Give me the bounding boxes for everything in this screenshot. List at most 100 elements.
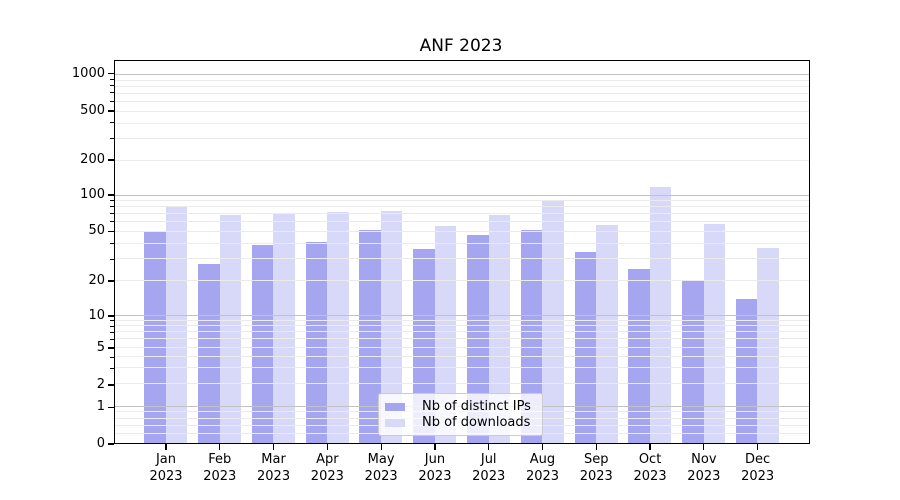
x-tick-label: Apr 2023 <box>295 452 359 485</box>
y-tick <box>107 315 114 317</box>
x-tick-label-year: 2023 <box>579 468 613 484</box>
y-minor-tick <box>110 110 114 112</box>
bar-distinct-ips-sep <box>574 252 597 443</box>
y-tick-label: 20 <box>88 272 105 288</box>
x-tick <box>541 444 544 450</box>
x-tick <box>703 444 705 450</box>
bar-downloads-may <box>380 210 403 443</box>
y-minor-tick <box>110 325 114 327</box>
bar-downloads-mar <box>273 213 295 443</box>
x-tick <box>326 444 328 450</box>
x-tick <box>488 444 490 450</box>
y-tick-label: 2 <box>96 377 105 393</box>
bar-downloads-apr <box>327 212 349 443</box>
x-tick-label-month: May <box>367 452 395 467</box>
x-tick-label-year: 2023 <box>525 468 560 484</box>
y-minor-tick <box>110 347 114 349</box>
y-minor-tick <box>110 368 114 370</box>
x-tick-label-month: Sep <box>584 452 609 467</box>
x-tick-label-year: 2023 <box>203 468 237 484</box>
bar-distinct-ips-oct <box>628 268 650 443</box>
x-tick-label-year: 2023 <box>687 468 721 484</box>
y-minor-tick <box>110 78 114 80</box>
y-tick <box>107 406 114 409</box>
legend-swatch-downloads <box>385 419 405 427</box>
x-tick-label-month: Jun <box>424 452 446 467</box>
y-minor-tick <box>110 221 114 223</box>
bars-layer <box>115 61 809 443</box>
x-tick-label-year: 2023 <box>741 468 775 484</box>
x-tick-label-month: Feb <box>208 452 232 467</box>
x-tick <box>219 444 221 450</box>
legend-label-distinct-ips: Nb of distinct IPs <box>422 399 531 414</box>
y-minor-tick <box>110 213 114 215</box>
x-tick-label-year: 2023 <box>364 468 398 484</box>
x-tick-label: Sep 2023 <box>564 452 628 485</box>
x-tick-label-year: 2023 <box>310 468 344 484</box>
y-minor-tick <box>110 230 114 232</box>
y-tick-label: 5 <box>96 340 105 355</box>
x-tick-label-month: Oct <box>638 452 662 467</box>
legend-label-downloads: Nb of downloads <box>422 415 531 430</box>
x-tick-label-year: 2023 <box>418 468 452 484</box>
x-tick <box>272 444 275 450</box>
y-tick-label: 50 <box>88 223 105 239</box>
bar-downloads-nov <box>703 223 726 443</box>
y-minor-tick <box>110 92 114 94</box>
legend: Nb of distinct IPs Nb of downloads <box>378 393 543 436</box>
x-tick-label: Jul 2023 <box>457 452 521 485</box>
x-tick-label-month: Apr <box>316 452 339 467</box>
x-tick-label-year: 2023 <box>149 468 183 484</box>
y-minor-tick <box>110 331 114 333</box>
bar-distinct-ips-may <box>359 230 381 443</box>
legend-item-distinct-ips: Nb of distinct IPs <box>385 399 534 415</box>
y-tick <box>107 443 114 445</box>
bar-distinct-ips-mar <box>251 244 274 443</box>
x-tick-label-month: Mar <box>261 452 286 467</box>
x-tick-label: Oct 2023 <box>618 452 682 485</box>
bar-downloads-feb <box>219 214 242 443</box>
x-tick-label-month: Aug <box>529 452 556 467</box>
bar-distinct-ips-apr <box>305 242 328 443</box>
y-tick <box>107 72 114 75</box>
x-tick-label: May 2023 <box>349 452 413 485</box>
y-minor-tick <box>110 159 114 161</box>
y-minor-tick <box>110 85 114 87</box>
bar-downloads-aug <box>542 199 564 443</box>
y-minor-tick <box>110 137 114 139</box>
x-tick <box>595 444 597 450</box>
y-tick-label: 1 <box>96 399 105 415</box>
y-minor-tick <box>110 384 114 386</box>
y-minor-tick <box>110 339 114 341</box>
legend-swatch-distinct-ips <box>385 403 405 411</box>
y-minor-tick <box>110 258 114 260</box>
bar-distinct-ips-aug <box>520 230 543 443</box>
chart-title: ANF 2023 <box>419 36 503 56</box>
bar-downloads-dec <box>757 247 779 443</box>
bar-downloads-jan <box>165 206 188 443</box>
x-tick-label: Nov 2023 <box>672 452 736 485</box>
x-tick-label-year: 2023 <box>633 468 667 484</box>
y-minor-tick <box>110 320 114 322</box>
x-tick-label-year: 2023 <box>472 468 506 484</box>
bar-distinct-ips-nov <box>682 280 704 443</box>
x-tick <box>434 444 436 450</box>
x-tick-label: Aug 2023 <box>510 452 574 485</box>
y-minor-tick <box>110 242 114 244</box>
y-tick-label: 1000 <box>71 65 105 81</box>
x-tick-label: Jan 2023 <box>134 452 198 485</box>
x-tick-label: Dec 2023 <box>726 452 790 485</box>
bar-downloads-oct <box>649 186 672 443</box>
x-tick-label-month: Jan <box>155 452 177 467</box>
x-tick-label: Mar 2023 <box>242 452 306 485</box>
x-tick-label-month: Nov <box>691 452 717 467</box>
x-tick <box>380 444 382 450</box>
bar-distinct-ips-feb <box>198 264 220 443</box>
y-tick-label: 200 <box>80 151 105 167</box>
x-tick <box>649 444 651 450</box>
y-tick <box>107 194 114 196</box>
x-tick-label: Feb 2023 <box>188 452 252 485</box>
bar-distinct-ips-dec <box>735 298 758 443</box>
y-tick-label: 0 <box>96 436 105 451</box>
